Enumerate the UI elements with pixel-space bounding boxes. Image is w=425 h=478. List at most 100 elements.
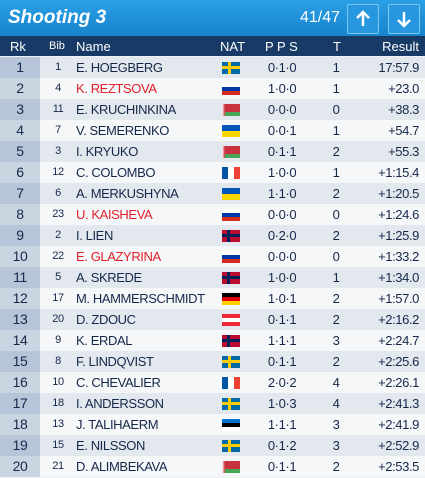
pps: 1·1·1 xyxy=(267,333,297,348)
rank: 17 xyxy=(0,393,40,414)
pps: 0·0·0 xyxy=(267,207,297,222)
rank: 6 xyxy=(0,162,40,183)
result-row: 12 17 M. HAMMERSCHMIDT 1·0·1 2 +1:57.0 xyxy=(0,288,425,309)
result-row: 8 23 U. KAISHEVA 0·0·0 0 +1:24.6 xyxy=(0,204,425,225)
pps: 0·1·1 xyxy=(267,144,297,159)
down-icon xyxy=(397,12,411,28)
rank: 1 xyxy=(0,57,40,78)
result-row: 17 18 I. ANDERSSON 1·0·3 4 +2:41.3 xyxy=(0,393,425,414)
flag xyxy=(222,167,240,179)
result-row: 9 2 I. LIEN 0·2·0 2 +1:25.9 xyxy=(0,225,425,246)
athlete-name: K. ERDAL xyxy=(76,333,133,348)
bib: 6 xyxy=(55,187,61,199)
col-result: Result xyxy=(382,39,419,54)
flag xyxy=(222,419,240,431)
athlete-name: M. HAMMERSCHMIDT xyxy=(76,291,205,306)
bib: 17 xyxy=(52,292,64,304)
result: +2:53.5 xyxy=(378,459,419,474)
athlete-name: V. SEMERENKO xyxy=(76,123,169,138)
result: +38.3 xyxy=(388,102,419,117)
result: +1:34.0 xyxy=(378,270,419,285)
result: +1:25.9 xyxy=(378,228,419,243)
result: +2:41.9 xyxy=(378,417,419,432)
result-row: 14 9 K. ERDAL 1·1·1 3 +2:24.7 xyxy=(0,330,425,351)
total: 2 xyxy=(332,459,340,474)
total: 4 xyxy=(332,396,340,411)
pps: 1·1·1 xyxy=(267,417,297,432)
athlete-name: I. LIEN xyxy=(76,228,113,243)
pps: 0·1·0 xyxy=(267,60,297,75)
header-bar: Shooting 3 41/47 xyxy=(0,0,425,36)
result-row: 2 4 K. REZTSOVA 1·0·0 1 +23.0 xyxy=(0,78,425,99)
column-header: Rk Bib Name NAT P P S T Result xyxy=(0,36,425,56)
down-button[interactable] xyxy=(388,4,420,34)
flag xyxy=(222,146,240,158)
athlete-name: E. KRUCHINKINA xyxy=(76,102,176,117)
bib: 7 xyxy=(55,124,61,136)
bib: 20 xyxy=(52,313,64,325)
col-name: Name xyxy=(76,39,111,54)
result-row: 1 1 E. HOEGBERG 0·1·0 1 17:57.9 xyxy=(0,57,425,78)
bib: 22 xyxy=(52,250,64,262)
bib: 2 xyxy=(55,229,61,241)
pps: 1·0·1 xyxy=(267,291,297,306)
result: +54.7 xyxy=(388,123,419,138)
bib: 21 xyxy=(52,460,64,472)
col-t: T xyxy=(333,39,341,54)
bib: 10 xyxy=(52,376,64,388)
result: +2:25.6 xyxy=(378,354,419,369)
athlete-name: A. MERKUSHYNA xyxy=(76,186,179,201)
pps: 0·0·0 xyxy=(267,102,297,117)
result-row: 3 11 E. KRUCHINKINA 0·0·0 0 +38.3 xyxy=(0,99,425,120)
pps: 2·0·2 xyxy=(267,375,297,390)
bib: 5 xyxy=(55,271,61,283)
total: 4 xyxy=(332,375,340,390)
flag xyxy=(222,440,240,452)
result-row: 10 22 E. GLAZYRINA 0·0·0 0 +1:33.2 xyxy=(0,246,425,267)
result-row: 7 6 A. MERKUSHYNA 1·1·0 2 +1:20.5 xyxy=(0,183,425,204)
result: +2:41.3 xyxy=(378,396,419,411)
total: 3 xyxy=(332,438,340,453)
rank: 12 xyxy=(0,288,40,309)
rank: 8 xyxy=(0,204,40,225)
rank: 11 xyxy=(0,267,40,288)
bib: 12 xyxy=(52,166,64,178)
total: 0 xyxy=(332,102,340,117)
flag xyxy=(222,335,240,347)
result-row: 5 3 I. KRYUKO 0·1·1 2 +55.3 xyxy=(0,141,425,162)
flag xyxy=(222,272,240,284)
result: +55.3 xyxy=(388,144,419,159)
rank: 15 xyxy=(0,351,40,372)
result: +23.0 xyxy=(388,81,419,96)
result-row: 13 20 D. ZDOUC 0·1·1 2 +2:16.2 xyxy=(0,309,425,330)
result-row: 4 7 V. SEMERENKO 0·0·1 1 +54.7 xyxy=(0,120,425,141)
rank: 13 xyxy=(0,309,40,330)
rank: 2 xyxy=(0,78,40,99)
result-row: 15 8 F. LINDQVIST 0·1·1 2 +2:25.6 xyxy=(0,351,425,372)
athlete-name: E. HOEGBERG xyxy=(76,60,163,75)
flag xyxy=(222,230,240,242)
result: +2:24.7 xyxy=(378,333,419,348)
flag xyxy=(222,356,240,368)
total: 1 xyxy=(332,123,340,138)
up-button[interactable] xyxy=(347,4,379,34)
result: +1:24.6 xyxy=(378,207,419,222)
total: 0 xyxy=(332,207,340,222)
result-row: 19 15 E. NILSSON 0·1·2 3 +2:52.9 xyxy=(0,435,425,456)
bib: 3 xyxy=(55,145,61,157)
total: 1 xyxy=(332,60,340,75)
result: +1:15.4 xyxy=(378,165,419,180)
result: +2:16.2 xyxy=(378,312,419,327)
rank: 20 xyxy=(0,456,40,477)
flag xyxy=(222,188,240,200)
pps: 1·0·0 xyxy=(267,81,297,96)
pps: 0·0·0 xyxy=(267,249,297,264)
flag xyxy=(222,209,240,221)
bib: 9 xyxy=(55,334,61,346)
rank: 4 xyxy=(0,120,40,141)
total: 2 xyxy=(332,312,340,327)
bib: 1 xyxy=(55,61,61,73)
counter: 41/47 xyxy=(300,9,341,26)
bib: 4 xyxy=(55,82,61,94)
title: Shooting 3 xyxy=(8,7,107,28)
